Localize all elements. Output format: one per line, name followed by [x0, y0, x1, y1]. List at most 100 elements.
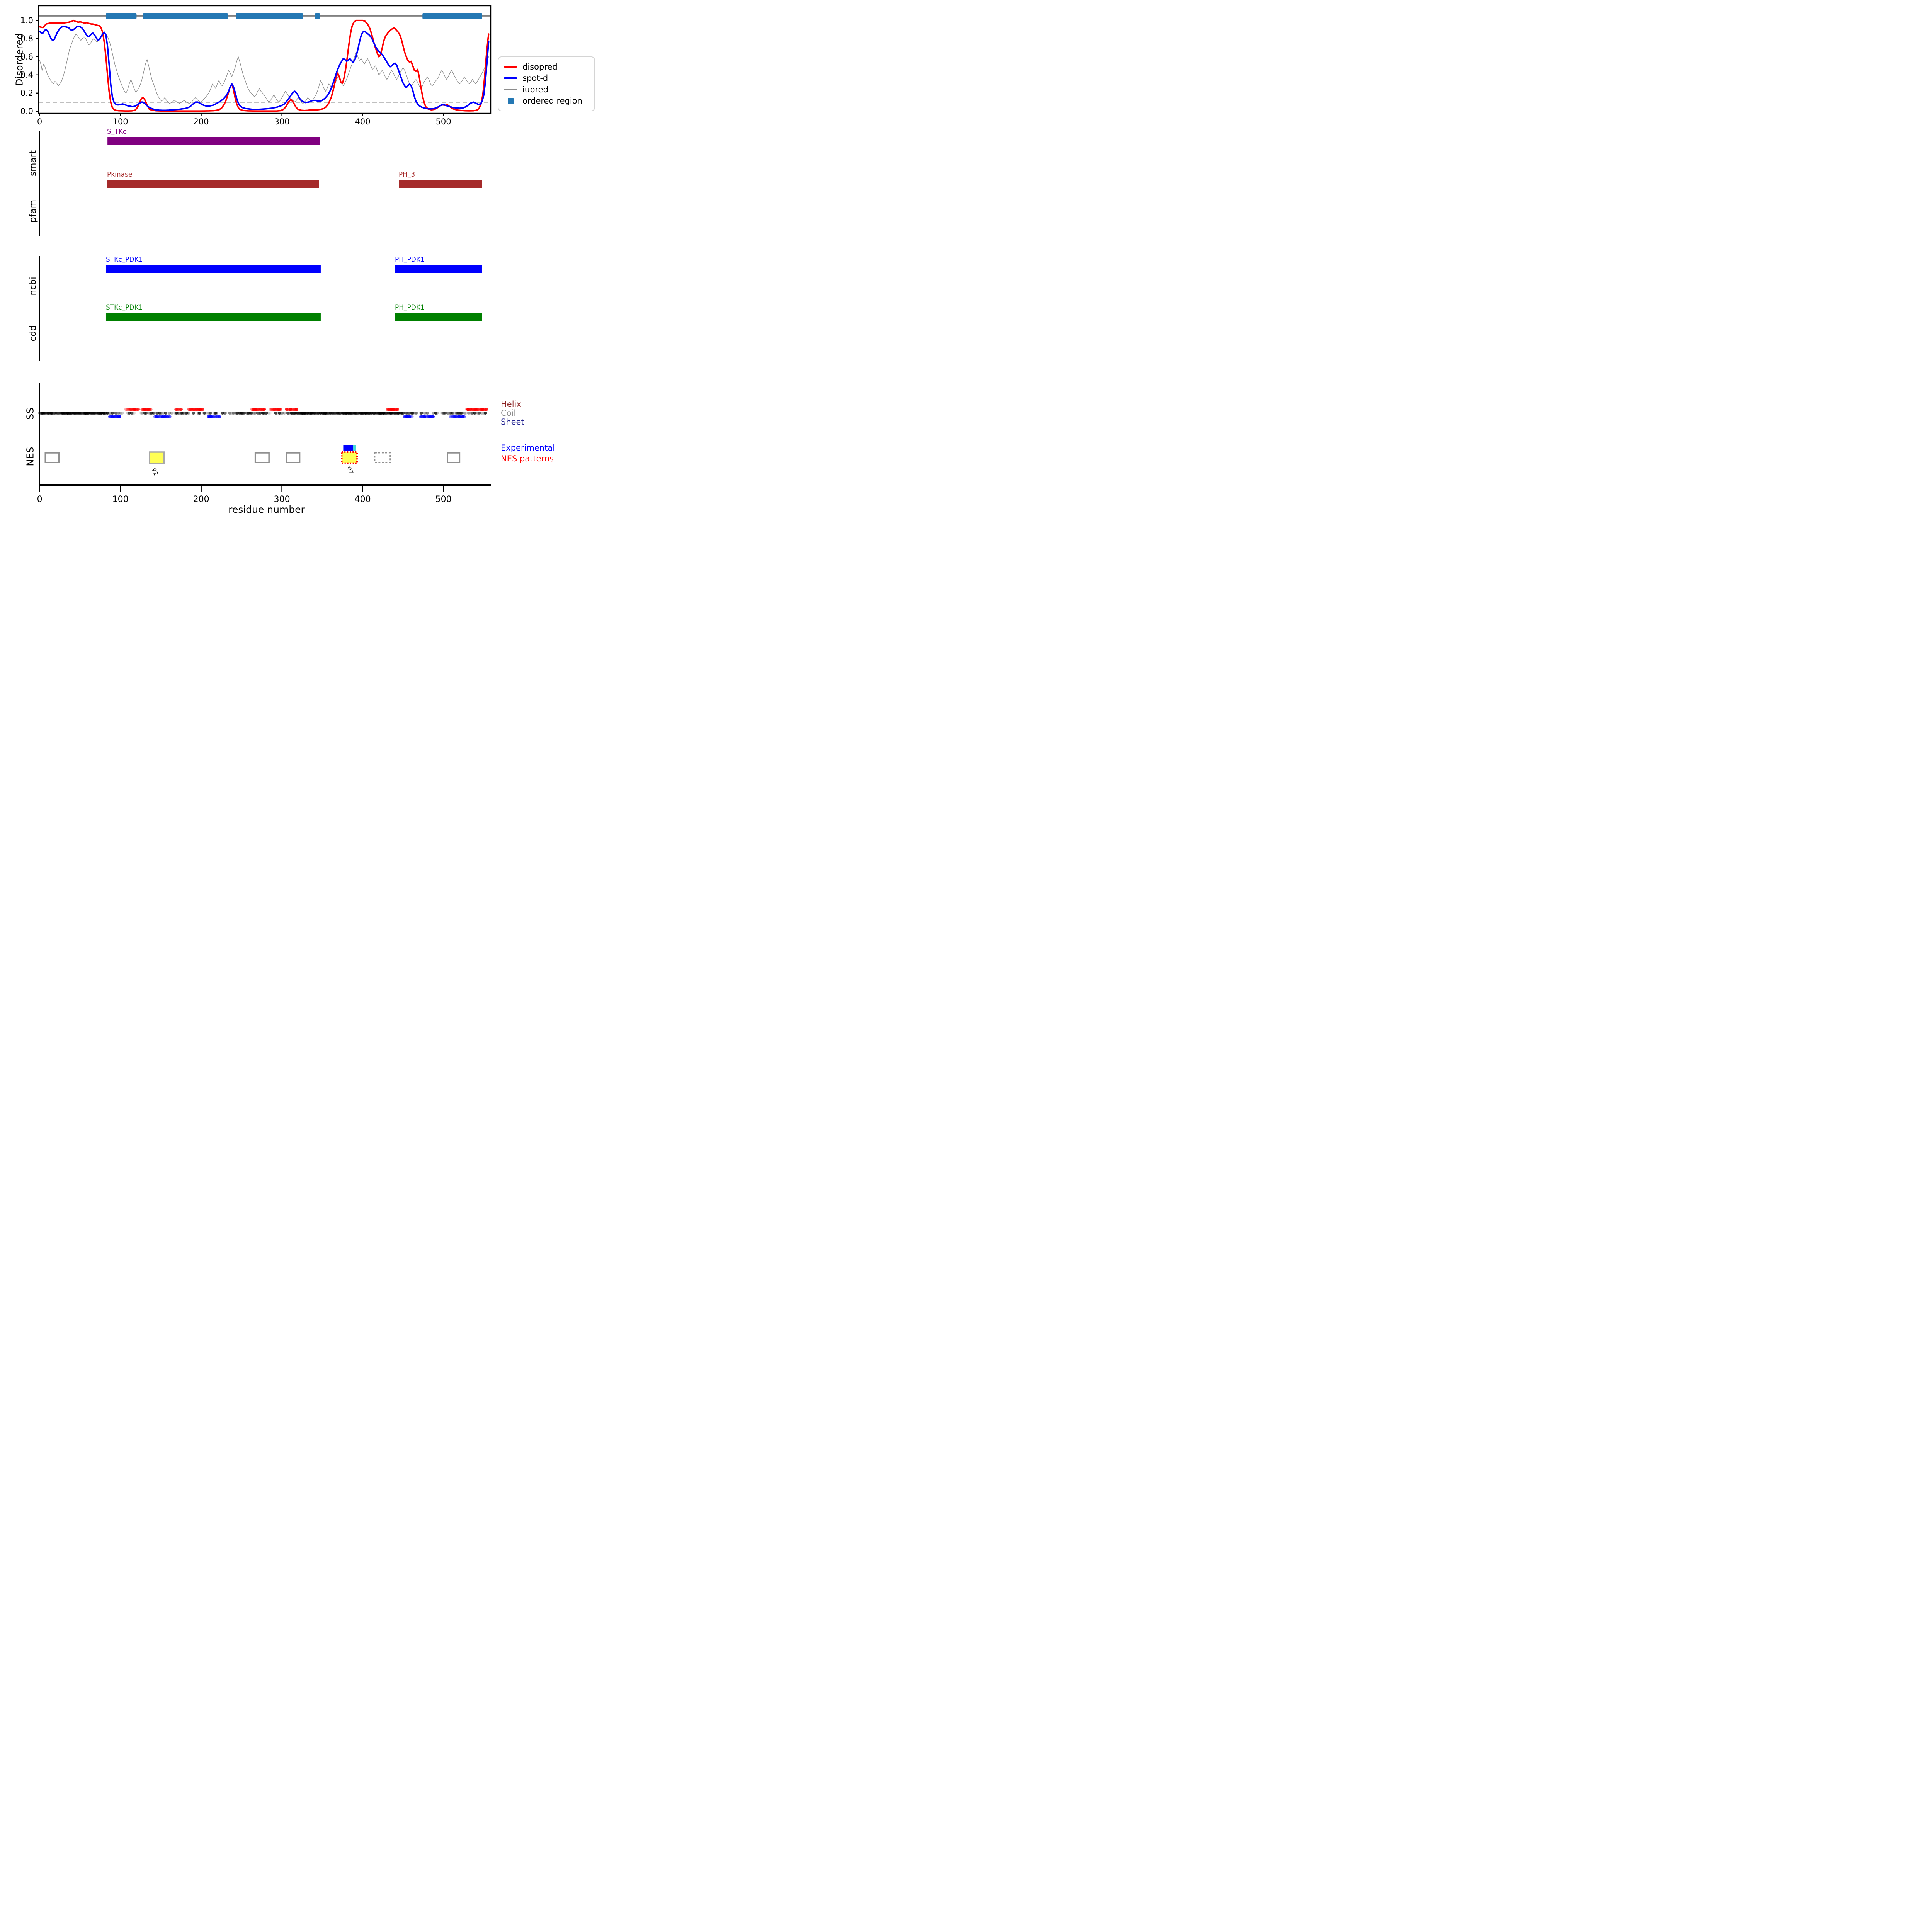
ordered-region-bar [315, 13, 320, 19]
nes-legend-experimental: Experimental [501, 443, 555, 452]
y-tick-label: 0.8 [20, 34, 33, 43]
legend-label-ordered-region: ordered region [522, 96, 582, 106]
ordered-region-bar [143, 13, 228, 19]
ss-coil-dot [268, 412, 272, 415]
ss-coil-dot [117, 412, 122, 415]
domain-bar-ph-pdk1-cdd [395, 313, 482, 321]
domain-bar-ph-pdk1-ncbi [395, 265, 482, 273]
ss-coil-dot [114, 412, 118, 415]
x-tick-label-top: 0 [37, 117, 42, 126]
nes-box-yellow [149, 451, 165, 464]
ss-helix-dot [294, 408, 298, 411]
curve-iupred [39, 32, 489, 104]
nes-experimental-box-cyan [353, 445, 356, 451]
ss-coil-dot [250, 412, 253, 415]
ss-helix-dot [124, 408, 128, 411]
panel-label-cdd: cdd [28, 325, 38, 342]
ss-helix-dot [149, 408, 153, 411]
y-tick-label: 1.0 [20, 16, 33, 25]
ss-coil-dot [213, 412, 217, 415]
ss-coil-dot [132, 412, 136, 415]
ss-coil-dot [241, 412, 245, 415]
ss-coil-dot [434, 412, 438, 415]
x-tick-label-top: 400 [355, 117, 371, 126]
ss-coil-dot [451, 412, 455, 415]
nes-box-outline [286, 452, 301, 463]
ss-coil-dot [425, 412, 429, 415]
ss-helix-dot [285, 408, 289, 411]
ss-sheet-dot [462, 415, 466, 418]
ss-coil-dot [197, 412, 202, 415]
y-axis-label: Disordered [14, 33, 25, 86]
ss-helix-dot [278, 408, 282, 411]
ss-coil-dot [413, 412, 417, 415]
ss-coil-dot [130, 412, 134, 415]
ss-coil-dot [396, 412, 400, 415]
ss-coil-dot [228, 412, 232, 415]
ss-sheet-dot [117, 415, 122, 418]
ss-sheet-dot [408, 415, 412, 418]
ss-helix-dot [476, 408, 480, 411]
ss-coil-dot [120, 412, 124, 415]
x-tick-label-top: 100 [113, 117, 128, 126]
ss-legend-sheet: Sheet [501, 417, 524, 427]
disopred-line-swatch [504, 66, 517, 68]
x-tick-label-top: 300 [274, 117, 290, 126]
x-tick-label-bottom: 100 [112, 495, 129, 504]
ss-helix-dot [148, 408, 151, 411]
ss-coil-dot [389, 412, 393, 415]
nes-box-outline [254, 452, 270, 463]
ss-coil-dot [175, 412, 179, 415]
panel-label-ncbi: ncbi [28, 277, 38, 296]
domain-label-s-tkc: S_TKc [107, 128, 127, 136]
ss-coil-dot [230, 412, 234, 415]
panel-label-ss: SS [24, 407, 36, 420]
legend-item-iupred: iupred [504, 84, 589, 95]
ss-coil-dot [192, 412, 196, 415]
ss-sheet-dot [218, 415, 221, 418]
ss-coil-dot [264, 412, 268, 415]
ss-coil-dot [143, 412, 147, 415]
y-tick-label: 0.6 [20, 52, 33, 61]
domain-bar-s-tkc [107, 137, 320, 145]
domain-bar-stkc-pdk1-cdd [105, 313, 321, 321]
ss-coil-dot [105, 412, 109, 415]
ss-coil-dot [131, 412, 135, 415]
domain-bar-stkc-pdk1-ncbi [105, 265, 321, 273]
ss-coil-dot [209, 412, 213, 415]
ordered-region-swatch [504, 97, 517, 104]
domain-label-pkinase: Pkinase [107, 171, 133, 179]
nes-experimental-box [343, 445, 353, 451]
domain-label-stkc-pdk1-cdd: STKc_PDK1 [106, 304, 143, 311]
ss-coil-dot [461, 412, 464, 415]
ss-coil-dot [252, 412, 256, 415]
panel-label-nes: NES [24, 447, 36, 466]
ss-coil-dot [187, 412, 190, 415]
ss-coil-dot [423, 412, 427, 415]
plot-svg: 0.0 0.2 0.4 0.6 0.8 1.0 0 100 200 300 400 500 0 100 20… [20, 5, 492, 504]
ss-coil-dot [435, 412, 439, 415]
ss-helix-dot [395, 408, 400, 411]
ss-coil-dot [473, 412, 476, 415]
ss-coil-dot [242, 412, 247, 415]
ss-coil-dot [180, 412, 185, 415]
x-axis-label: residue number [228, 504, 305, 515]
ss-coil-dot [478, 412, 481, 415]
legend-item-spot-d: spot-d [504, 73, 589, 84]
nes-box-outline [447, 452, 461, 463]
ss-coil-dot [43, 412, 46, 415]
domain-label-ph-pdk1-cdd: PH_PDK1 [395, 304, 425, 311]
ss-coil-dot [463, 412, 467, 415]
ss-coil-dot [119, 412, 123, 415]
ss-coil-dot [280, 412, 284, 415]
x-tick-label-bottom: 300 [274, 495, 290, 504]
legend-label-spot-d: spot-d [522, 73, 548, 83]
ss-helix-dot [136, 408, 140, 411]
ordered-region-bar [236, 13, 303, 19]
ss-coil-dot [214, 412, 218, 415]
ss-coil-dot [474, 412, 478, 415]
panel-label-pfam: pfam [28, 199, 38, 223]
y-tick-label: 0.2 [20, 88, 33, 98]
ss-coil-dot [277, 412, 281, 415]
ss-coil-dot [164, 412, 168, 415]
